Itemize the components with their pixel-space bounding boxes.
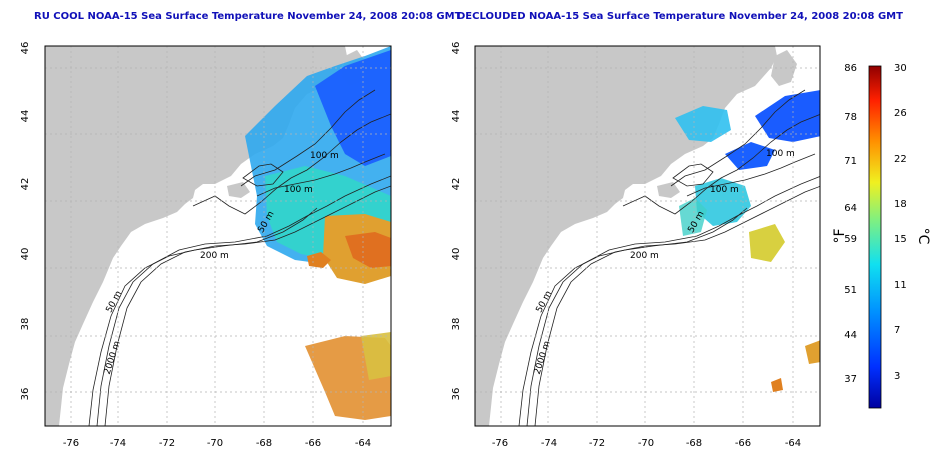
- left-xtick-70: -70: [207, 438, 223, 449]
- left-xtick-66: -66: [305, 438, 321, 449]
- f-tick-86: 86: [844, 63, 857, 74]
- c-tick-18: 18: [894, 199, 907, 210]
- f-tick-44: 44: [844, 330, 857, 341]
- f-tick-37: 37: [844, 374, 857, 385]
- c-tick-30: 30: [894, 63, 907, 74]
- left-contour-label-2: 100 m: [284, 185, 313, 195]
- left-ytick-42: 42: [20, 178, 31, 191]
- left-ytick-38: 38: [20, 318, 31, 331]
- fahrenheit-label: °F: [832, 228, 848, 243]
- right-ytick-38: 38: [451, 318, 462, 331]
- left-contour-label-1: 100 m: [310, 151, 339, 161]
- c-tick-3: 3: [894, 371, 900, 382]
- c-tick-15: 15: [894, 234, 907, 245]
- sst-patches-right: [675, 90, 820, 392]
- c-tick-11: 11: [894, 280, 907, 291]
- left-map: 100 m 100 m 50 m 200 m 50 m 2000 m -76 -…: [20, 42, 392, 449]
- right-xtick-64: -64: [785, 438, 801, 449]
- c-tick-22: 22: [894, 154, 907, 165]
- right-panel-title: DECLOUDED NOAA-15 Sea Surface Temperatur…: [457, 11, 903, 22]
- right-ytick-46: 46: [451, 42, 462, 55]
- c-tick-26: 26: [894, 108, 907, 119]
- f-tick-59: 59: [844, 234, 857, 245]
- colorbar-gradient: [868, 65, 882, 409]
- f-tick-64: 64: [844, 203, 857, 214]
- left-xtick-74: -74: [110, 438, 126, 449]
- right-ytick-42: 42: [451, 178, 462, 191]
- left-contour-label-4: 200 m: [200, 251, 229, 261]
- left-xtick-64: -64: [355, 438, 371, 449]
- colorbar: 86 78 71 64 59 51 44 37 30 26 22 18 15 1…: [832, 63, 931, 409]
- left-panel-title: RU COOL NOAA-15 Sea Surface Temperature …: [34, 11, 462, 22]
- right-contour-label-2: 100 m: [710, 185, 739, 195]
- right-contour-label-4: 200 m: [630, 251, 659, 261]
- right-xtick-66: -66: [735, 438, 751, 449]
- left-ytick-40: 40: [20, 248, 31, 261]
- right-xtick-70: -70: [638, 438, 654, 449]
- right-contour-label-1: 100 m: [766, 149, 795, 159]
- left-xtick-68: -68: [256, 438, 272, 449]
- right-xtick-76: -76: [492, 438, 508, 449]
- c-tick-7: 7: [894, 325, 900, 336]
- right-ytick-40: 40: [451, 248, 462, 261]
- f-tick-78: 78: [844, 112, 857, 123]
- left-ytick-36: 36: [20, 388, 31, 401]
- sst-patches-left: [245, 46, 391, 420]
- left-xtick-72: -72: [159, 438, 175, 449]
- celsius-label: °C: [915, 228, 931, 245]
- right-ytick-44: 44: [451, 110, 462, 123]
- right-map: 100 m 100 m 50 m 200 m 50 m 2000 m -76 -…: [451, 42, 821, 449]
- f-tick-51: 51: [844, 285, 857, 296]
- left-ytick-44: 44: [20, 110, 31, 123]
- left-ytick-46: 46: [20, 42, 31, 55]
- right-xtick-68: -68: [686, 438, 702, 449]
- right-xtick-74: -74: [541, 438, 557, 449]
- f-tick-71: 71: [844, 156, 857, 167]
- right-xtick-72: -72: [589, 438, 605, 449]
- left-xtick-76: -76: [63, 438, 79, 449]
- right-ytick-36: 36: [451, 388, 462, 401]
